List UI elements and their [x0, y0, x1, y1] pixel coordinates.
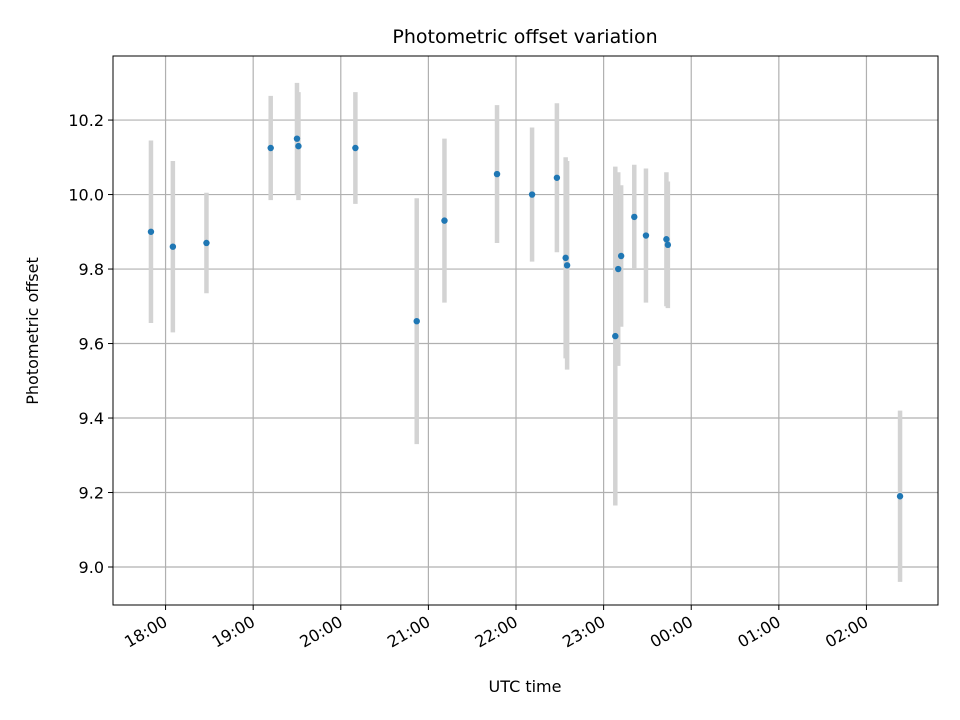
x-tick-label: 23:00 — [559, 612, 608, 652]
data-point — [441, 217, 448, 224]
data-point — [615, 265, 622, 273]
data-point — [664, 241, 672, 249]
data-point — [896, 493, 904, 500]
data-point — [352, 144, 359, 152]
data-point — [612, 332, 619, 340]
data-point — [563, 262, 571, 269]
y-tick-label: 9.4 — [79, 409, 104, 428]
data-point — [631, 213, 638, 221]
x-tick-label: 20:00 — [296, 612, 345, 652]
y-tick-label: 9.6 — [79, 335, 104, 354]
data-points — [147, 135, 904, 500]
data-point — [267, 144, 274, 152]
data-point — [203, 239, 210, 247]
y-tick-label: 9.0 — [79, 558, 104, 577]
y-tick-label: 10.0 — [68, 186, 104, 205]
chart-title: Photometric offset variation — [392, 26, 657, 48]
x-tick-label: 01:00 — [734, 612, 783, 652]
data-point — [562, 254, 569, 262]
data-point — [295, 142, 302, 150]
data-point — [617, 252, 625, 260]
y-axis-label: Photometric offset — [23, 257, 42, 405]
error-bars — [148, 82, 903, 582]
x-tick-label: 19:00 — [209, 612, 258, 652]
x-tick-label: 00:00 — [647, 612, 696, 652]
x-tick-label: 02:00 — [822, 612, 871, 652]
y-tick-label: 10.2 — [68, 111, 104, 130]
data-point — [642, 232, 650, 239]
data-point — [663, 236, 670, 243]
data-point — [169, 243, 177, 250]
data-point — [553, 174, 561, 181]
data-point — [413, 317, 420, 325]
data-point — [493, 170, 501, 178]
x-tick-label: 18:00 — [121, 612, 170, 652]
plot-frame — [112, 55, 939, 606]
y-tick-label: 9.8 — [79, 260, 104, 279]
y-tick-label: 9.2 — [79, 484, 104, 503]
grid — [113, 56, 938, 605]
data-point — [528, 191, 536, 198]
axis-ticks: 9.0 9.2 9.4 9.6 9.8 10.0 10.2 18:00 19:00 20:00 21… — [68, 111, 871, 651]
x-tick-label: 22:00 — [472, 612, 521, 652]
x-axis-label: UTC time — [489, 677, 562, 696]
data-point — [293, 135, 301, 142]
x-tick-label: 21:00 — [384, 612, 433, 652]
data-point — [147, 228, 155, 235]
